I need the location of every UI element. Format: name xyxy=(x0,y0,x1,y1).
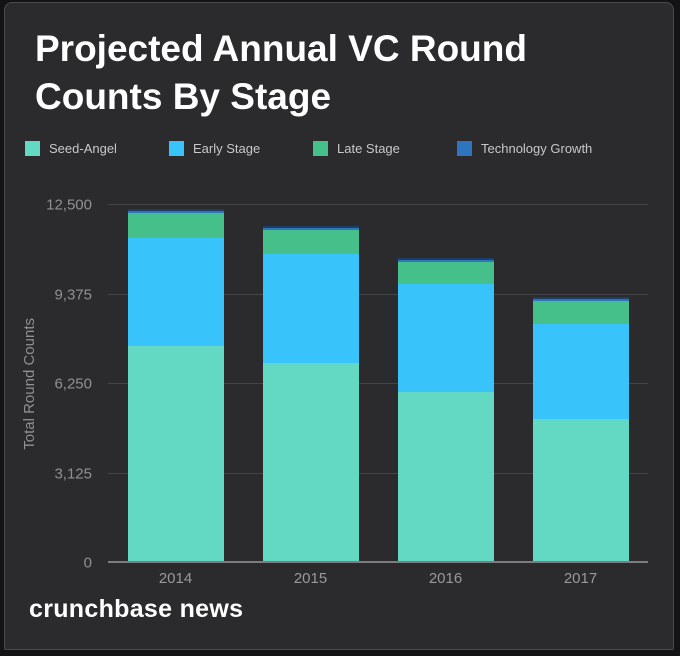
segment-seed-angel xyxy=(262,362,359,563)
late-stage-swatch-icon xyxy=(313,141,328,156)
segment-technology-growth xyxy=(397,257,494,263)
legend-label: Early Stage xyxy=(193,141,261,156)
segment-seed-angel xyxy=(127,345,224,563)
y-tick-label: 0 xyxy=(83,554,92,572)
bars xyxy=(108,205,648,563)
legend: Seed-Angel Early Stage Late Stage Technolog… xyxy=(25,141,601,156)
segment-late-stage xyxy=(127,213,224,238)
brand-logo: crunchbase news xyxy=(29,595,244,623)
seed-angel-swatch-icon xyxy=(25,141,40,156)
bar-slot xyxy=(378,205,513,563)
gridline xyxy=(108,472,648,474)
y-tick-label: 12,500 xyxy=(46,196,92,214)
x-axis-baseline xyxy=(108,561,648,563)
segment-technology-growth xyxy=(127,208,224,214)
segment-late-stage xyxy=(532,301,629,324)
legend-item-late-stage: Late Stage xyxy=(313,141,457,156)
segment-technology-growth xyxy=(262,225,359,231)
segment-late-stage xyxy=(262,230,359,254)
legend-item-technology-growth: Technology Growth xyxy=(457,141,601,156)
segment-early-stage xyxy=(262,253,359,363)
bar-2015 xyxy=(262,225,359,563)
gridline xyxy=(108,204,648,205)
segment-seed-angel xyxy=(397,392,494,563)
segment-early-stage xyxy=(127,237,224,346)
early-stage-swatch-icon xyxy=(169,141,184,156)
bar-slot xyxy=(108,205,243,563)
gridline xyxy=(108,383,648,384)
x-axis-labels: 2014 2015 2016 2017 xyxy=(108,570,648,587)
legend-item-seed-angel: Seed-Angel xyxy=(25,141,169,156)
chart-title: Projected Annual VC Round Counts By Stag… xyxy=(35,28,527,117)
bar-2014 xyxy=(127,208,224,563)
legend-label: Technology Growth xyxy=(481,141,593,156)
x-tick-label: 2014 xyxy=(158,570,193,587)
y-tick-label: 6,250 xyxy=(54,375,92,393)
segment-early-stage xyxy=(532,323,629,420)
legend-item-early-stage: Early Stage xyxy=(169,141,313,156)
x-tick-label: 2016 xyxy=(428,570,463,587)
chart-card: Projected Annual VC Round Counts By Stag… xyxy=(4,2,674,650)
bar-slot xyxy=(243,205,378,563)
plot-area xyxy=(108,204,648,563)
legend-label: Seed-Angel xyxy=(49,141,117,156)
x-tick-label: 2015 xyxy=(293,570,328,587)
segment-seed-angel xyxy=(532,419,629,563)
y-tick-label: 3,125 xyxy=(54,465,92,482)
segment-early-stage xyxy=(397,284,494,393)
segment-late-stage xyxy=(397,262,494,285)
bar-slot xyxy=(513,205,648,563)
legend-label: Late Stage xyxy=(337,141,400,156)
bar-2016 xyxy=(397,257,494,563)
x-tick-label: 2017 xyxy=(563,570,598,587)
gridline xyxy=(108,293,648,295)
y-axis-ticks: 0 3,125 6,250 9,375 12,500 xyxy=(5,197,92,572)
segment-technology-growth xyxy=(532,296,629,302)
technology-growth-swatch-icon xyxy=(457,141,472,156)
bar-2017 xyxy=(532,296,629,563)
y-tick-label: 9,375 xyxy=(54,286,92,303)
